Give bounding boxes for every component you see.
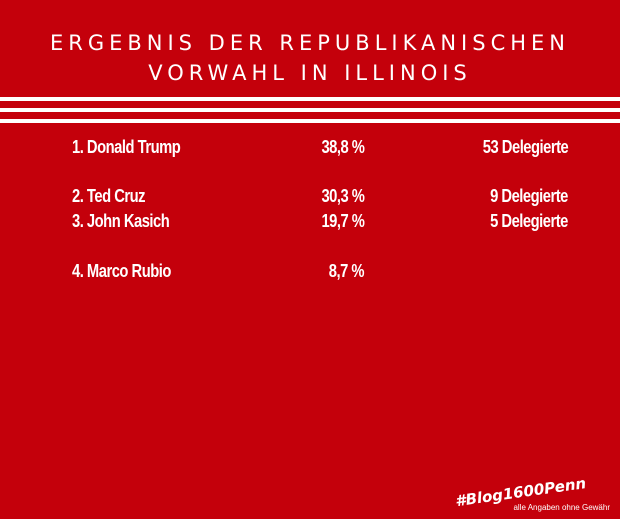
candidate-name: 1. Donald Trump	[72, 137, 181, 157]
candidate-percent: 38,8 %	[320, 137, 365, 157]
candidate-percent: 19,7 %	[320, 211, 365, 231]
result-row-cruz: 2. Ted Cruz 30,3 % 9 Delegierte	[0, 185, 620, 209]
divider-stripe	[0, 97, 620, 101]
candidate-delegates: 9 Delegierte	[490, 186, 568, 206]
result-row-trump: 1. Donald Trump 38,8 % 53 Delegierte	[0, 136, 620, 160]
title-line-1: ERGEBNIS DER REPUBLIKANISCHEN	[49, 31, 571, 55]
candidate-delegates: 5 Delegierte	[490, 211, 568, 231]
divider-stripe	[0, 108, 620, 112]
title-line-2: VORWAHL IN ILLINOIS	[148, 61, 472, 85]
disclaimer-text: alle Angaben ohne Gewähr	[513, 503, 610, 512]
candidate-delegates: 53 Delegierte	[482, 137, 569, 157]
candidate-percent: 8,7 %	[328, 261, 365, 281]
candidate-name: 3. John Kasich	[72, 211, 170, 231]
candidate-name: 2. Ted Cruz	[72, 186, 146, 206]
divider-stripe	[0, 119, 620, 123]
result-row-kasich: 3. John Kasich 19,7 % 5 Delegierte	[0, 210, 620, 234]
candidate-percent: 30,3 %	[320, 186, 365, 206]
result-row-rubio: 4. Marco Rubio 8,7 %	[0, 260, 620, 284]
candidate-name: 4. Marco Rubio	[72, 261, 171, 281]
